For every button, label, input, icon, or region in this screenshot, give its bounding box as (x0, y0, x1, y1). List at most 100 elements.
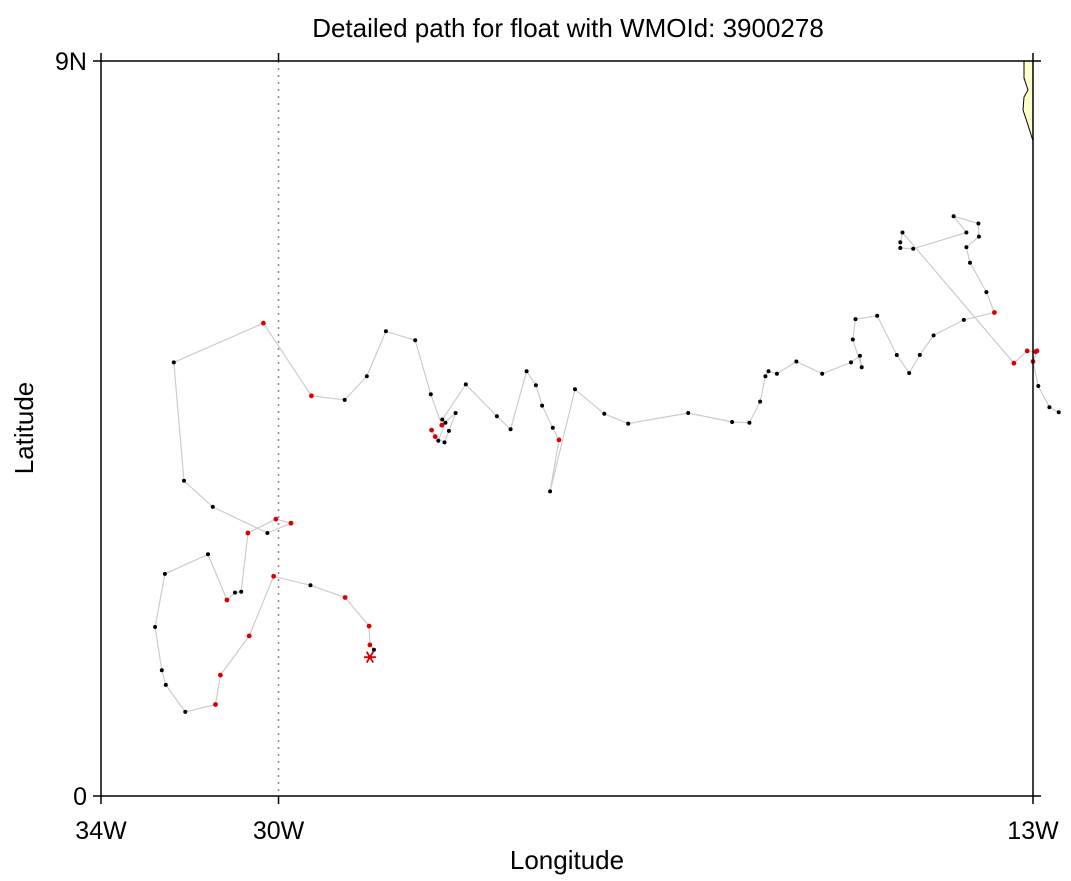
track-point (463, 382, 468, 387)
track-point (850, 337, 855, 342)
track-point-highlight (432, 434, 438, 440)
track-point (453, 411, 458, 415)
track-point-highlight (246, 633, 252, 639)
track-point-highlight (271, 573, 276, 579)
track-point (162, 571, 167, 576)
track-point (239, 589, 244, 594)
track-point-highlight (367, 642, 373, 648)
track-point (859, 365, 864, 370)
track-point (494, 414, 499, 419)
track-point (898, 246, 903, 250)
track-point (182, 478, 186, 483)
track-point (900, 230, 905, 235)
track-point (265, 531, 270, 535)
track-point (686, 411, 691, 415)
track-point (413, 338, 418, 343)
track-point (849, 360, 853, 365)
asterisk-icon (363, 651, 376, 664)
track-point (894, 353, 899, 357)
track-point (153, 625, 158, 629)
start-marker (363, 651, 376, 664)
track-point (758, 399, 763, 404)
track-point (911, 246, 916, 251)
track-point-highlight (342, 595, 348, 600)
track-point-highlight (992, 310, 997, 315)
y-axis-label: Latitude (9, 382, 39, 475)
x-tick-label: 34W (75, 817, 127, 845)
track-point-highlight (556, 437, 562, 443)
track-points (153, 214, 1061, 714)
chart-title: Detailed path for float with WMOId: 3900… (312, 13, 824, 43)
track-point (747, 420, 752, 425)
track-point (428, 392, 433, 397)
track-point (730, 420, 735, 424)
track-point-highlight (309, 393, 314, 399)
track-point (857, 353, 862, 358)
axes: 34W 30W 13W 0 9N (55, 48, 1059, 845)
track-point (550, 425, 555, 430)
track-point (1047, 405, 1052, 410)
track-line (154, 215, 1059, 713)
track-point (907, 371, 912, 375)
track-point (210, 504, 215, 509)
track-point (342, 397, 347, 402)
track-point-highlight (366, 623, 372, 629)
track-point (436, 438, 441, 443)
track-point-highlight (213, 702, 218, 707)
track-point (548, 489, 553, 494)
track-point (540, 403, 545, 408)
track-point-highlight (224, 597, 230, 603)
plot-border (100, 60, 1034, 797)
track-point (875, 313, 880, 318)
track-point (931, 333, 936, 338)
track-point (159, 668, 164, 673)
track-path (154, 215, 1059, 713)
track-point (602, 411, 607, 416)
track-point (976, 234, 981, 239)
track-point (1036, 384, 1041, 388)
track-point (171, 360, 176, 365)
track-point (1056, 410, 1061, 415)
x-tick-label: 30W (253, 817, 305, 845)
track-point-highlight (218, 672, 223, 678)
track-point-highlight (273, 516, 279, 522)
track-point (233, 590, 237, 595)
track-point (766, 369, 771, 374)
y-tick-label: 0 (73, 783, 87, 811)
track-point (443, 420, 448, 425)
track-point (774, 371, 779, 376)
track-point (984, 290, 989, 295)
track-point-highlight (261, 320, 266, 326)
track-point (951, 214, 956, 219)
x-tick-label: 13W (1007, 817, 1059, 845)
track-point (440, 417, 445, 422)
track-point-highlight (439, 422, 445, 428)
track-point (626, 421, 631, 426)
track-point-highlight (1034, 348, 1040, 354)
track-point (364, 374, 369, 379)
track-point (964, 230, 969, 235)
track-point (524, 369, 529, 374)
track-point (794, 359, 799, 364)
track-point (968, 260, 972, 265)
track-point (964, 245, 969, 250)
track-point-highlight (1011, 360, 1017, 366)
track-point (308, 583, 313, 588)
track-point-highlight (1024, 348, 1030, 354)
track-point (533, 383, 538, 388)
x-axis-label: Longitude (510, 845, 624, 875)
y-tick-label: 9N (55, 48, 87, 76)
track-point (898, 240, 903, 245)
track-point (371, 647, 376, 652)
track-point-highlight (245, 530, 251, 536)
track-point (917, 353, 922, 357)
track-point (961, 317, 966, 322)
track-point-highlight (288, 520, 294, 526)
track-point (206, 552, 210, 557)
track-point (820, 371, 825, 376)
track-point (763, 374, 768, 379)
track-point (383, 329, 388, 334)
track-point (442, 440, 447, 445)
track-point (446, 428, 451, 433)
